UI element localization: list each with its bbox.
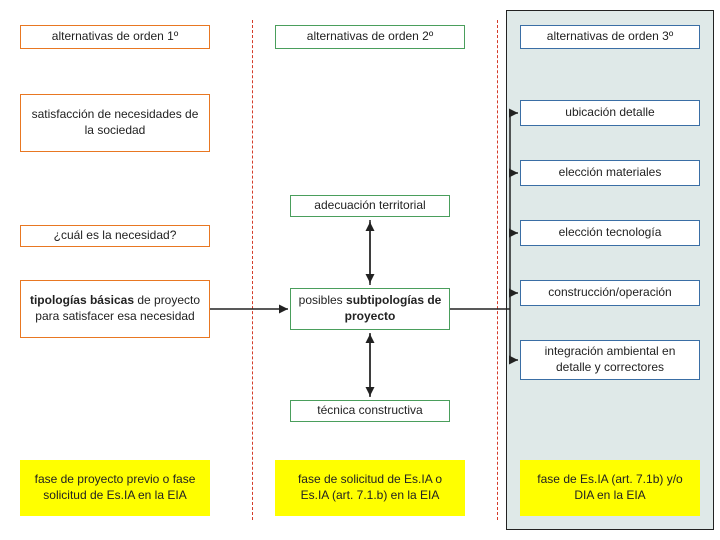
text: adecuación territorial <box>314 198 425 214</box>
box-fase1: fase de proyecto previo o fase solicitud… <box>20 460 210 516</box>
box-construccion: construcción/operación <box>520 280 700 306</box>
box-fase2: fase de solicitud de Es.IA o Es.IA (art.… <box>275 460 465 516</box>
box-tecnica: técnica constructiva <box>290 400 450 422</box>
box-subtipologias: posibles subtipologías de proyecto <box>290 288 450 330</box>
box-materiales: elección materiales <box>520 160 700 186</box>
box-adecuacion: adecuación territorial <box>290 195 450 217</box>
header-col2: alternativas de orden 2º <box>275 25 465 49</box>
header-label: alternativas de orden 3º <box>547 29 673 45</box>
text: ¿cuál es la necesidad? <box>54 228 177 244</box>
text: construcción/operación <box>548 285 671 301</box>
box-integracion: integración ambiental en detalle y corre… <box>520 340 700 380</box>
header-col1: alternativas de orden 1º <box>20 25 210 49</box>
text: tipologías básicas de proyecto para sati… <box>27 293 203 324</box>
box-fase3: fase de Es.IA (art. 7.1b) y/o DIA en la … <box>520 460 700 516</box>
text: posibles subtipologías de proyecto <box>297 293 443 324</box>
text: ubicación detalle <box>565 105 654 121</box>
text: integración ambiental en detalle y corre… <box>527 344 693 375</box>
box-ubicacion: ubicación detalle <box>520 100 700 126</box>
panel-col3 <box>506 10 714 530</box>
box-satisf: satisfacción de necesidades de la socied… <box>20 94 210 152</box>
header-col3: alternativas de orden 3º <box>520 25 700 49</box>
box-tecnologia: elección tecnología <box>520 220 700 246</box>
text: satisfacción de necesidades de la socied… <box>27 107 203 138</box>
divider-1 <box>252 20 253 520</box>
divider-2 <box>497 20 498 520</box>
header-label: alternativas de orden 1º <box>52 29 178 45</box>
text: fase de Es.IA (art. 7.1b) y/o DIA en la … <box>527 472 693 503</box>
box-cual: ¿cuál es la necesidad? <box>20 225 210 247</box>
text: técnica constructiva <box>317 403 422 419</box>
header-label: alternativas de orden 2º <box>307 29 433 45</box>
text: elección tecnología <box>559 225 662 241</box>
text: fase de proyecto previo o fase solicitud… <box>27 472 203 503</box>
box-tipologias: tipologías básicas de proyecto para sati… <box>20 280 210 338</box>
text: fase de solicitud de Es.IA o Es.IA (art.… <box>282 472 458 503</box>
text: elección materiales <box>559 165 662 181</box>
